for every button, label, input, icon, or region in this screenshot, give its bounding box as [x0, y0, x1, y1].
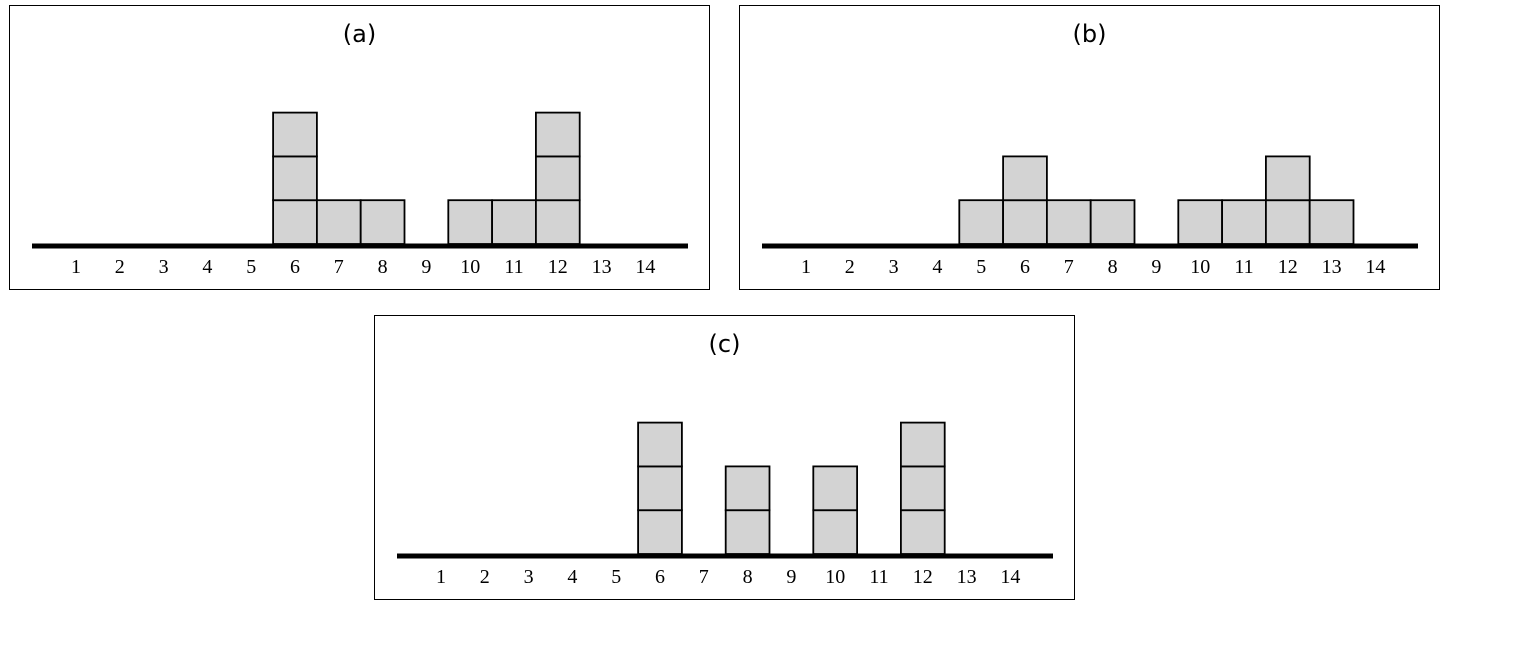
square-mark-a-6-3 [272, 111, 318, 158]
dot-plot-a: 1 2 3 4 5 6 7 8 9 10 11 12 13 14 [32, 111, 688, 278]
tick-label-a-3: 3 [159, 256, 169, 278]
tick-label-a-12: 12 [548, 256, 568, 278]
tick-label-a-7: 7 [334, 256, 344, 278]
chart-title-c: (c) [708, 330, 741, 358]
tick-label-a-9: 9 [421, 256, 431, 278]
tick-label-a-4: 4 [202, 256, 212, 278]
square-mark-c-12-3 [900, 421, 946, 468]
square-mark-a-8-1 [359, 199, 406, 245]
square-mark-a-12-2 [535, 155, 581, 202]
tick-label-a-10: 10 [460, 256, 480, 278]
square-mark-a-12-3 [535, 111, 581, 158]
tick-label-c-10: 10 [825, 566, 845, 588]
tick-label-b-2: 2 [845, 256, 855, 278]
tick-label-b-3: 3 [889, 256, 899, 278]
tick-label-b-13: 13 [1322, 256, 1342, 278]
square-mark-b-5-1 [958, 199, 1005, 245]
tick-label-c-5: 5 [611, 566, 621, 588]
tick-label-c-11: 11 [869, 566, 888, 588]
tick-label-a-8: 8 [378, 256, 388, 278]
chart-title-b: (b) [1072, 20, 1107, 48]
tick-label-c-9: 9 [786, 566, 796, 588]
tick-label-c-3: 3 [524, 566, 534, 588]
tick-label-c-7: 7 [699, 566, 709, 588]
tick-label-a-6: 6 [290, 256, 300, 278]
chart-panel-a: (a) 1 2 3 4 5 6 7 8 9 10 11 12 13 14 [9, 5, 710, 290]
tick-label-b-7: 7 [1064, 256, 1074, 278]
tick-label-b-11: 11 [1234, 256, 1253, 278]
square-mark-b-6-1 [1002, 199, 1048, 245]
square-mark-a-6-2 [272, 155, 318, 202]
tick-label-b-9: 9 [1151, 256, 1161, 278]
tick-label-c-1: 1 [436, 566, 446, 588]
tick-label-b-14: 14 [1365, 256, 1385, 278]
chart-title-a: (a) [342, 20, 377, 48]
square-mark-b-11-1 [1221, 199, 1267, 245]
square-mark-a-11-1 [491, 199, 537, 245]
square-mark-c-10-1 [812, 509, 858, 555]
square-mark-a-7-1 [315, 199, 362, 245]
tick-label-b-1: 1 [801, 256, 811, 278]
square-mark-c-8-1 [724, 509, 771, 555]
square-mark-b-7-1 [1045, 199, 1092, 245]
square-mark-b-10-1 [1177, 199, 1223, 245]
dot-plot-c: 1 2 3 4 5 6 7 8 9 10 11 12 13 14 [397, 421, 1053, 588]
chart-panel-b: (b) 1 2 3 4 5 6 7 8 9 10 11 12 13 14 [739, 5, 1440, 290]
tick-label-a-11: 11 [504, 256, 523, 278]
tick-label-b-8: 8 [1108, 256, 1118, 278]
dot-plot-b: 1 2 3 4 5 6 7 8 9 10 11 12 13 14 [762, 155, 1418, 278]
tick-label-c-14: 14 [1000, 566, 1020, 588]
square-mark-a-6-1 [272, 199, 318, 245]
square-mark-c-6-1 [637, 509, 683, 555]
tick-label-b-12: 12 [1278, 256, 1298, 278]
tick-label-b-5: 5 [976, 256, 986, 278]
chart-panel-c: (c) 1 2 3 4 5 6 7 8 9 10 11 12 13 14 [374, 315, 1075, 600]
tick-label-c-12: 12 [913, 566, 933, 588]
square-mark-b-12-2 [1265, 155, 1311, 202]
tick-label-c-2: 2 [480, 566, 490, 588]
square-mark-c-10-2 [812, 465, 858, 512]
tick-label-a-14: 14 [635, 256, 655, 278]
square-mark-c-6-3 [637, 421, 683, 468]
square-mark-b-13-1 [1308, 199, 1355, 245]
tick-label-a-1: 1 [71, 256, 81, 278]
tick-label-c-13: 13 [957, 566, 977, 588]
square-mark-c-12-2 [900, 465, 946, 512]
tick-label-b-10: 10 [1190, 256, 1210, 278]
tick-label-c-8: 8 [743, 566, 753, 588]
square-mark-c-6-2 [637, 465, 683, 512]
tick-label-c-6: 6 [655, 566, 665, 588]
square-mark-b-6-2 [1002, 155, 1048, 202]
tick-label-c-4: 4 [567, 566, 577, 588]
square-mark-b-12-1 [1265, 199, 1311, 245]
tick-label-a-13: 13 [592, 256, 612, 278]
tick-label-b-6: 6 [1020, 256, 1030, 278]
square-mark-c-12-1 [900, 509, 946, 555]
square-mark-b-8-1 [1089, 199, 1136, 245]
tick-label-a-5: 5 [246, 256, 256, 278]
square-mark-a-10-1 [447, 199, 493, 245]
square-mark-a-12-1 [535, 199, 581, 245]
square-mark-c-8-2 [724, 465, 771, 512]
tick-label-a-2: 2 [115, 256, 125, 278]
tick-label-b-4: 4 [932, 256, 942, 278]
